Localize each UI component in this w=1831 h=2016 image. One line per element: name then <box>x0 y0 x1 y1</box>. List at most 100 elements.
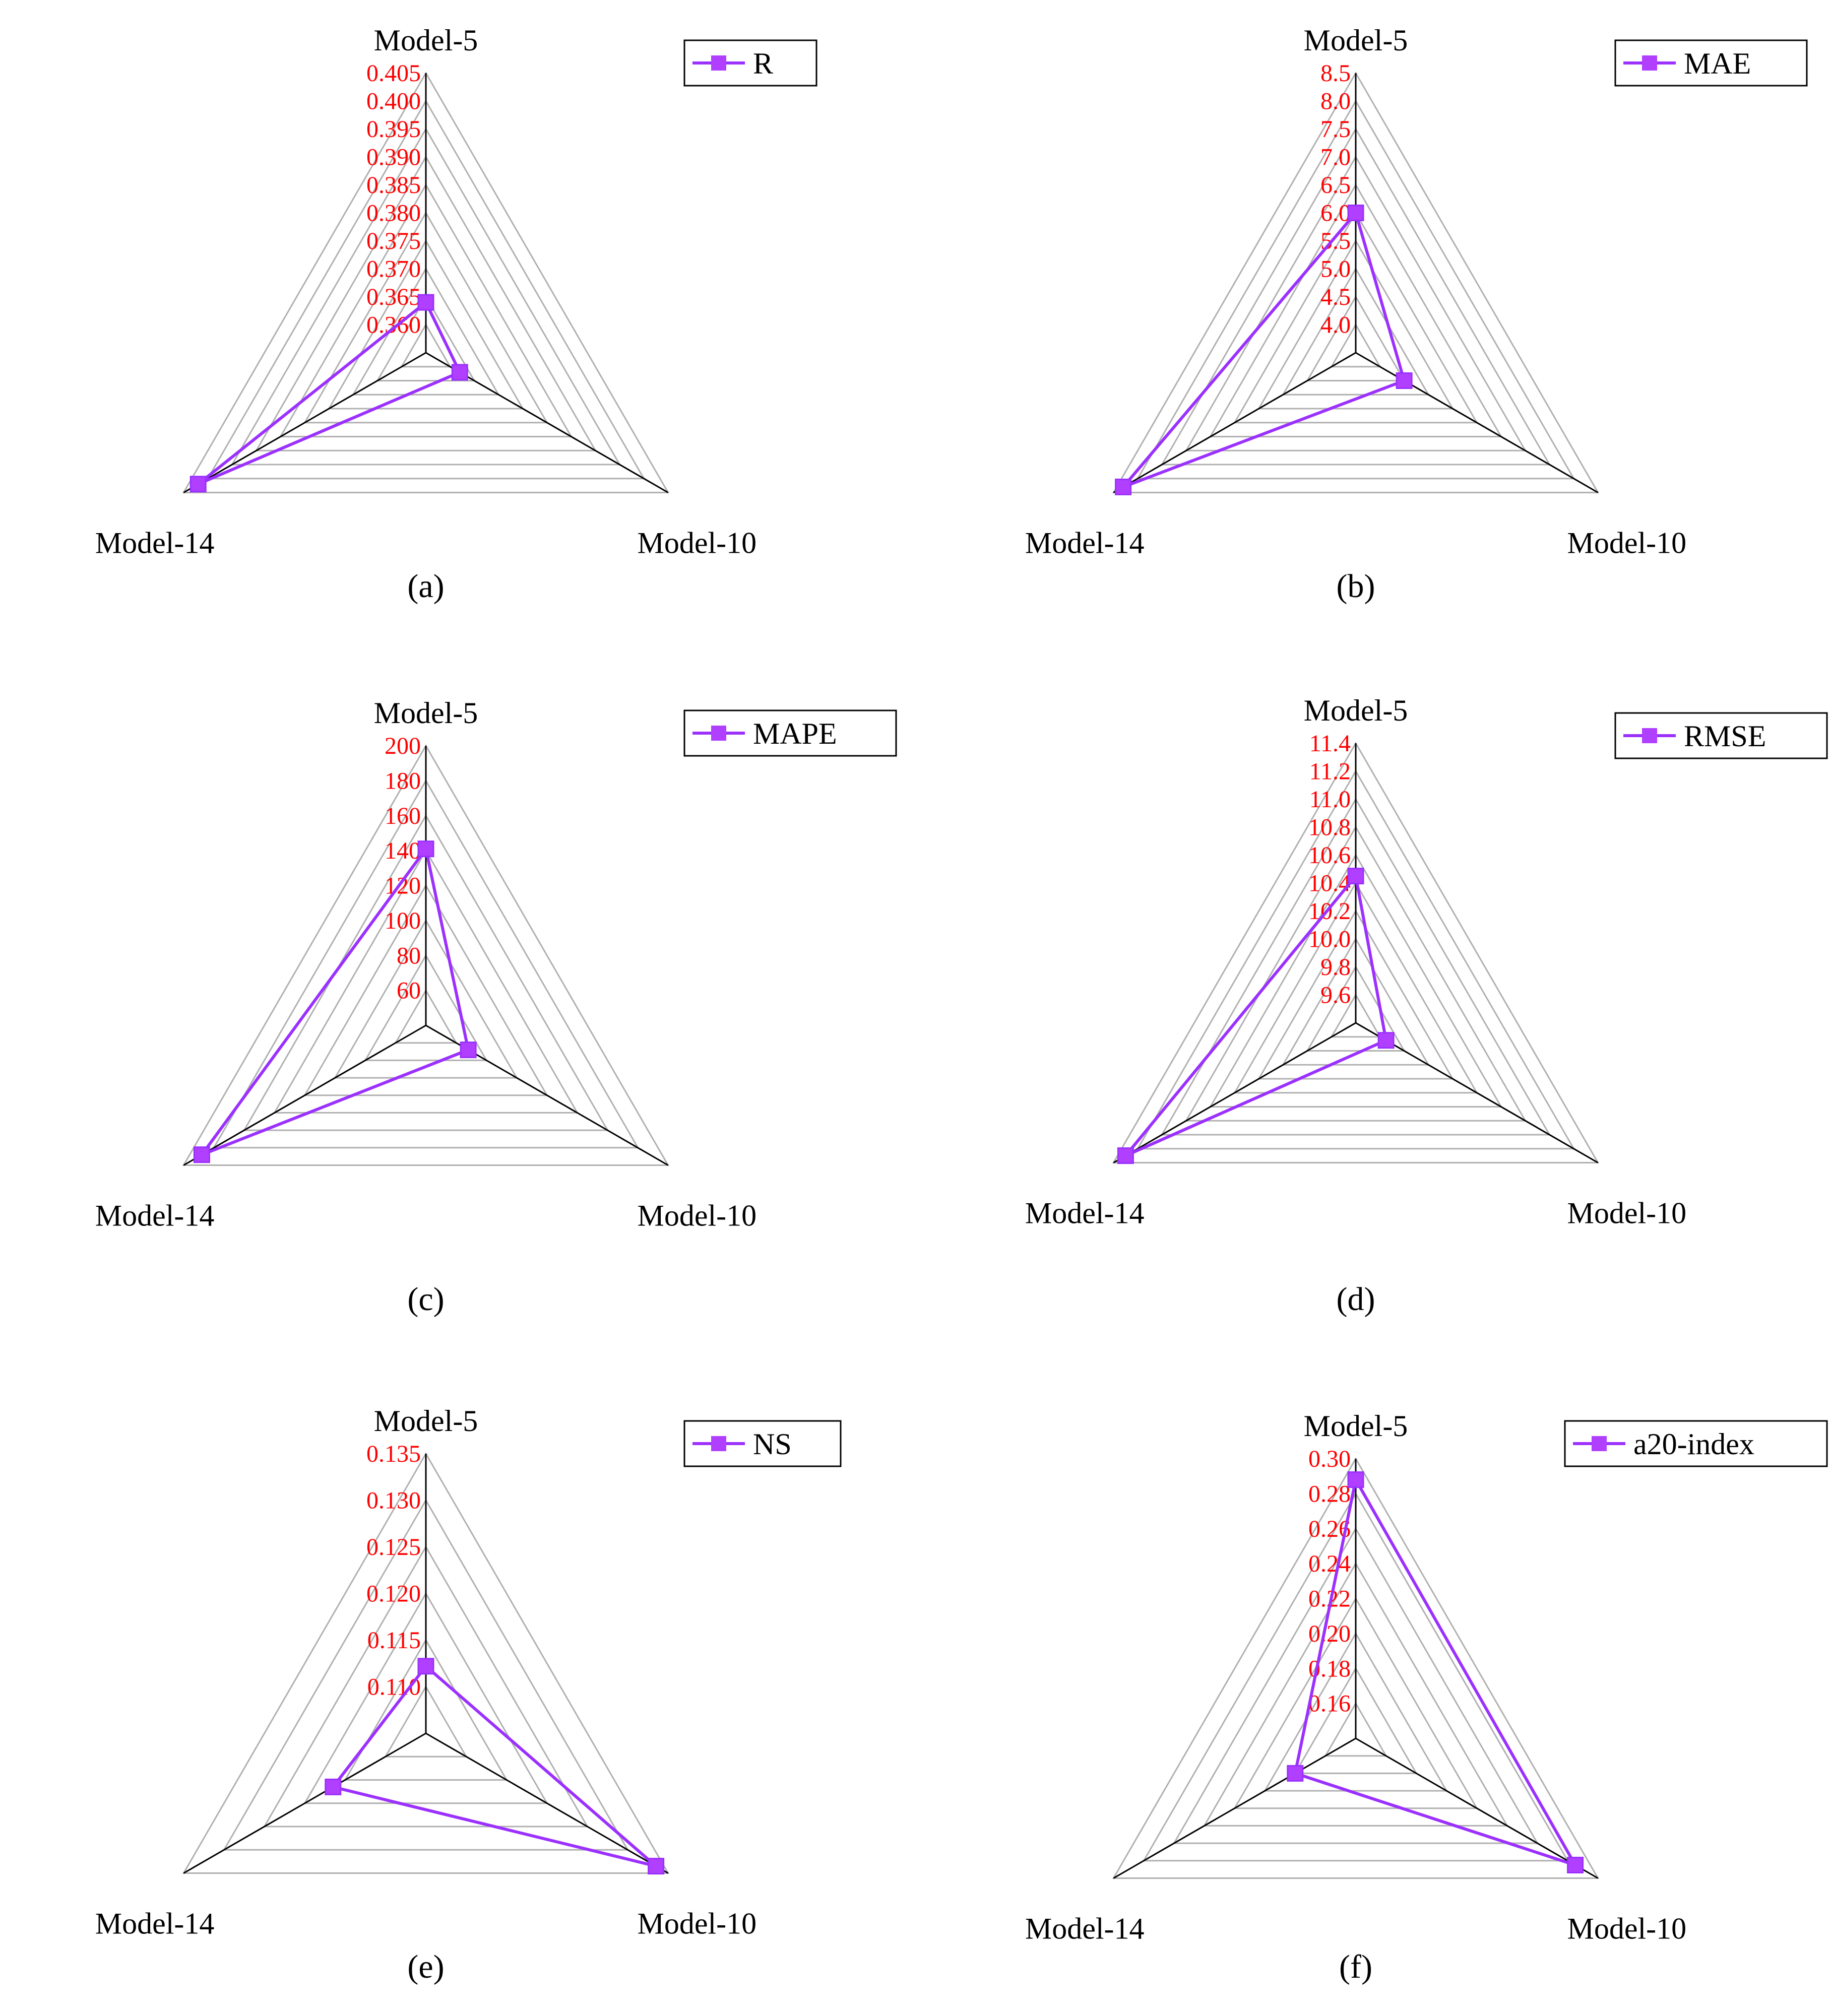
axis-spoke <box>183 1024 426 1166</box>
axis-label: Model-5 <box>1304 24 1408 57</box>
tick-label: 160 <box>385 803 421 829</box>
radar-panel-d: 9.69.810.010.210.410.610.811.011.211.4 Mo… <box>1025 694 1828 1318</box>
grid-ring <box>394 989 458 1044</box>
axis-spoke <box>183 352 426 493</box>
axis-spoke <box>1355 1022 1599 1163</box>
tick-label: 0.405 <box>366 60 421 87</box>
panel-caption: (e) <box>407 1948 444 1985</box>
grid-ring <box>400 323 452 368</box>
grid-ring <box>182 1452 670 1874</box>
grid-ring <box>1282 937 1430 1066</box>
grid-ring <box>1264 1632 1448 1792</box>
legend: a20-index <box>1564 1420 1828 1467</box>
grid-ring <box>344 1638 508 1781</box>
axis-spoke <box>1113 1022 1356 1163</box>
tick-label: 7.5 <box>1320 116 1351 143</box>
tick-label: 0.395 <box>366 116 421 143</box>
grid-ring <box>364 954 488 1061</box>
tick-label: 0.130 <box>366 1487 421 1514</box>
grid-ring <box>206 99 646 480</box>
panel-caption: (b) <box>1337 568 1375 605</box>
data-point <box>1396 372 1413 389</box>
legend: R <box>683 39 817 87</box>
legend-label: NS <box>753 1427 792 1461</box>
legend-label: R <box>753 47 773 80</box>
series-line <box>330 1664 657 1868</box>
grid-ring <box>1330 993 1381 1038</box>
data-point <box>1567 1857 1584 1873</box>
grid-ring <box>222 1499 629 1851</box>
grid-ring <box>1209 183 1502 437</box>
tick-label: 0.115 <box>367 1627 421 1654</box>
grid-ring <box>182 71 670 493</box>
tick-label: 10.2 <box>1308 898 1351 925</box>
grid-ring <box>1112 1457 1600 1879</box>
tick-label: 0.135 <box>366 1441 421 1467</box>
grid-ring <box>1282 267 1430 396</box>
tick-label: 0.20 <box>1308 1620 1351 1647</box>
tick-label: 0.375 <box>366 228 421 254</box>
tick-label: 0.390 <box>366 144 421 171</box>
data-point <box>451 364 468 381</box>
tick-label: 60 <box>397 978 421 1004</box>
axis-label: Model-10 <box>637 527 756 560</box>
tick-label: 8.0 <box>1320 88 1351 115</box>
series-line <box>197 300 462 486</box>
series-line <box>197 845 470 1158</box>
grid-ring <box>279 183 573 437</box>
legend: RMSE <box>1614 712 1828 759</box>
tick-label: 180 <box>385 767 421 794</box>
tick-label: 0.370 <box>366 256 421 283</box>
grid-ring <box>303 884 548 1096</box>
data-point <box>1377 1032 1395 1049</box>
tick-label: 10.0 <box>1308 926 1351 953</box>
grid-ring <box>328 239 524 410</box>
grid-ring <box>1160 797 1551 1136</box>
radar-panel-b: 4.04.55.05.56.06.57.07.58.08.5Model-5Mod… <box>1025 24 1808 605</box>
axis-label: Model-14 <box>1025 1912 1145 1945</box>
axis-label: Model-5 <box>374 696 478 730</box>
tick-label: 80 <box>397 942 421 969</box>
legend-marker <box>711 1436 726 1451</box>
data-point <box>417 1658 434 1675</box>
panel-caption: (c) <box>407 1281 444 1318</box>
data-point <box>1347 868 1364 885</box>
tick-label: 9.8 <box>1320 954 1351 981</box>
axis-label: Model-5 <box>374 24 478 57</box>
axis-spoke <box>183 1732 426 1874</box>
data-point <box>460 1042 477 1059</box>
legend: MAPE <box>683 709 897 757</box>
legend-marker <box>1642 55 1657 71</box>
tick-label: 0.28 <box>1308 1480 1351 1507</box>
tick-label: 200 <box>385 733 421 759</box>
grid-ring <box>1112 71 1600 493</box>
grid-ring <box>1142 1492 1569 1862</box>
tick-label: 0.380 <box>366 200 421 227</box>
tick-label: 6.0 <box>1320 200 1351 227</box>
grid-ring <box>1184 825 1527 1122</box>
axis-label: Model-10 <box>637 1199 756 1232</box>
grid-ring <box>230 127 621 466</box>
tick-label: 0.110 <box>367 1674 421 1701</box>
grid-ring <box>273 849 579 1114</box>
data-point <box>193 1146 210 1163</box>
radar-panel-f: 0.160.180.200.220.240.260.280.30Model-5M… <box>1025 1409 1828 1985</box>
data-point <box>1115 478 1132 495</box>
grid-ring <box>1136 769 1575 1150</box>
data-point <box>1287 1765 1304 1782</box>
tick-label: 0.360 <box>366 312 421 339</box>
series-line <box>1118 210 1406 491</box>
legend-marker <box>1642 728 1657 743</box>
grid-ring <box>1233 1597 1478 1809</box>
radar-panel-e: 0.110 0.115 0.120 0.125 0.130 0.135 Model-5 Mod… <box>95 1404 842 1985</box>
grid-ring <box>1203 1562 1508 1827</box>
grid-ring <box>1306 295 1406 381</box>
legend-label: RMSE <box>1684 720 1766 753</box>
grid-ring <box>212 779 640 1149</box>
axis-label: Model-10 <box>1567 1197 1686 1230</box>
axis-label: Model-10 <box>1567 527 1686 560</box>
tick-label: 0.120 <box>366 1581 421 1607</box>
legend-label: MAE <box>1684 47 1751 80</box>
